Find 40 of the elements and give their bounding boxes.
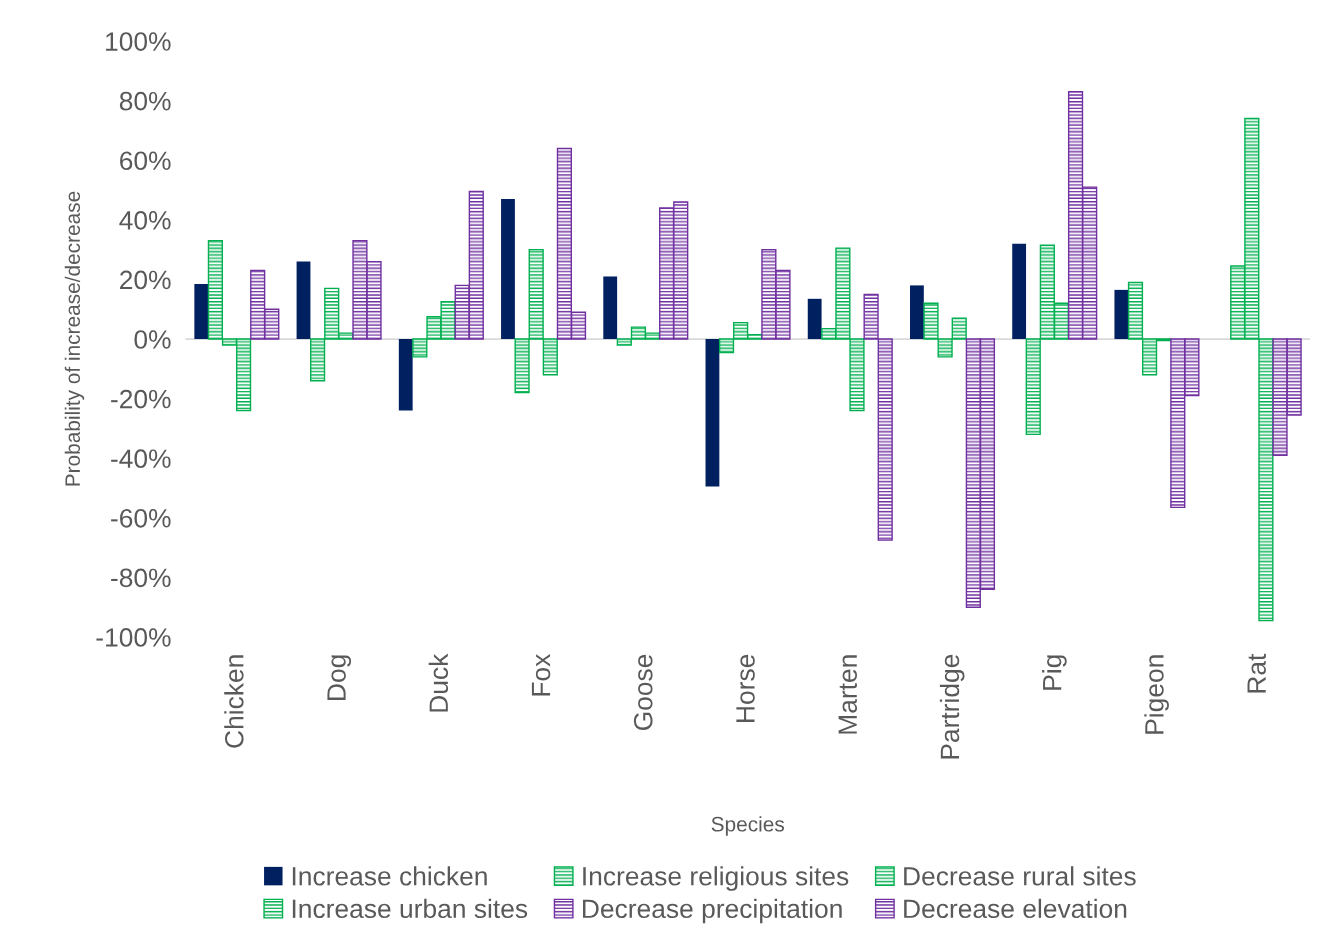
bar bbox=[603, 276, 618, 340]
y-tick-label: 60% bbox=[120, 151, 171, 171]
x-tick-label: Rat bbox=[1247, 653, 1266, 693]
bar bbox=[1114, 289, 1129, 340]
bar bbox=[194, 283, 209, 340]
y-tick-label: -40% bbox=[111, 449, 171, 469]
y-tick-label: 20% bbox=[120, 270, 171, 290]
x-axis-title: Species bbox=[711, 816, 785, 836]
y-tick-label: 0% bbox=[134, 330, 171, 349]
legend-label: Increase religious sites bbox=[583, 866, 849, 891]
x-tick-label: Dog bbox=[327, 655, 352, 700]
x-tick-label: Goose bbox=[633, 654, 653, 731]
x-tick-label: Pigeon bbox=[1144, 655, 1169, 734]
legend-label: Decrease elevation bbox=[904, 898, 1127, 919]
legend-label: Decrease precipitation bbox=[583, 898, 842, 924]
y-tick-label: -20% bbox=[111, 389, 171, 409]
x-tick-label: Duck bbox=[428, 653, 449, 712]
y-tick-label: -80% bbox=[111, 568, 171, 588]
bar bbox=[398, 339, 413, 411]
x-tick-label: Horse bbox=[736, 654, 755, 722]
legend-label: Decrease rural sites bbox=[904, 866, 1136, 886]
bar bbox=[1012, 243, 1027, 340]
y-tick-label: 80% bbox=[119, 91, 171, 111]
y-tick-label: -60% bbox=[111, 508, 171, 528]
bar bbox=[909, 285, 924, 340]
bar bbox=[296, 261, 311, 340]
bar bbox=[807, 298, 822, 340]
legend-label: Increase urban sites bbox=[292, 898, 528, 919]
y-axis-title: Probability of increase/decrease bbox=[64, 191, 85, 486]
x-tick-label: Marten bbox=[838, 655, 858, 734]
x-tick-label: Chicken bbox=[224, 655, 244, 748]
bar bbox=[501, 199, 515, 340]
y-tick-label: 100% bbox=[106, 32, 171, 51]
x-tick-label: Fox bbox=[531, 653, 551, 696]
y-tick-label: 40% bbox=[119, 211, 171, 230]
x-tick-label: Pig bbox=[1042, 655, 1067, 690]
x-tick-label: Partridge bbox=[939, 654, 965, 759]
bar bbox=[705, 339, 720, 487]
y-tick-label: -100% bbox=[96, 628, 171, 647]
legend-label: Increase chicken bbox=[292, 866, 487, 886]
